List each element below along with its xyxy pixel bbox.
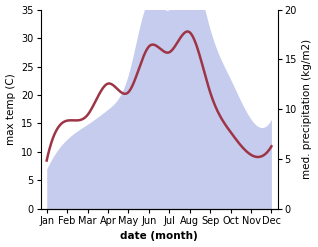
Y-axis label: max temp (C): max temp (C): [5, 73, 16, 145]
X-axis label: date (month): date (month): [120, 231, 198, 242]
Y-axis label: med. precipitation (kg/m2): med. precipitation (kg/m2): [302, 39, 313, 179]
